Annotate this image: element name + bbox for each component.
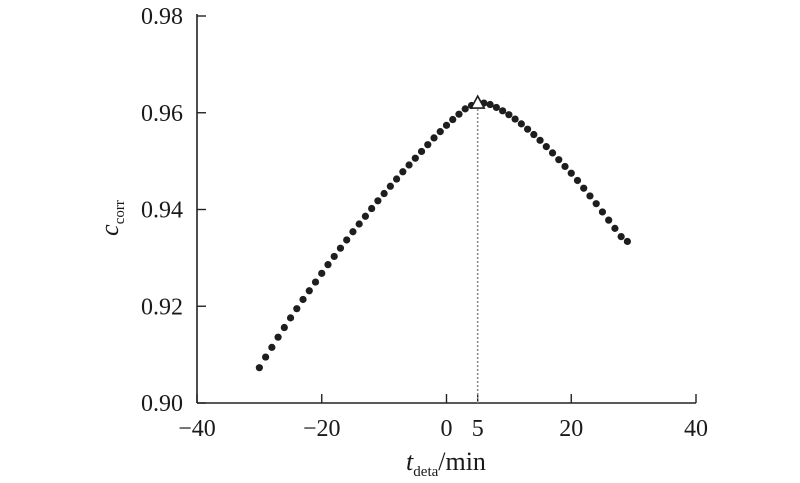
y-tick-label: 0.98 [141,4,183,30]
data-point [393,175,401,183]
data-point [580,184,588,192]
data-point [492,103,500,112]
data-point [374,197,382,205]
x-tick-label: 5 [472,416,484,442]
y-tick-label: 0.94 [141,198,183,224]
data-point [280,323,288,332]
data-point [299,295,307,304]
data-point [268,343,276,351]
data-point [274,333,282,341]
data-point [605,216,613,224]
data-point [318,269,326,277]
y-axis-title-sub: corr [112,200,128,224]
x-axis-title: tdeta/min [406,447,486,480]
data-point [505,111,513,119]
y-axis-title: ccorr [95,200,128,236]
x-axis-title-unit: /min [438,447,486,476]
data-point [349,228,357,236]
data-point [486,100,494,109]
data-point [417,147,426,156]
data-point [405,161,413,169]
x-tick-label: 20 [559,416,583,442]
data-point [436,128,444,136]
x-tick-label: −40 [178,416,216,442]
x-axis-title-main: t [406,447,414,476]
y-tick-label: 0.96 [141,101,183,127]
data-point [511,115,519,123]
data-point [461,105,469,113]
data-point [343,236,351,244]
data-point [623,237,631,246]
data-point [499,107,507,115]
data-point [442,121,451,129]
x-ticks: −40 −20 0 5 20 40 [178,394,708,442]
data-point [555,156,563,164]
data-points [255,99,631,372]
data-point [262,353,270,361]
x-tick-label: −20 [303,416,341,442]
data-point [293,305,301,313]
data-point [561,162,569,171]
data-point [449,115,457,124]
data-point [255,364,263,372]
data-point [592,200,600,208]
data-point [517,120,525,128]
data-point [324,261,332,269]
y-ticks: 0.90 0.92 0.94 0.96 0.98 [141,4,206,417]
data-point [530,130,538,139]
x-tick-label: 0 [441,416,453,442]
data-point [286,314,295,322]
data-point [355,220,363,228]
data-point [573,176,582,185]
data-point [617,232,625,241]
data-point [386,182,394,190]
data-point [305,287,313,295]
data-point [455,110,463,118]
x-tick-label: 40 [684,416,708,442]
data-point [430,134,438,142]
data-point [567,169,575,177]
data-point [368,204,376,213]
data-point [330,252,338,261]
data-point [424,141,432,149]
y-axis-title-main: c [95,224,124,236]
data-point [598,208,607,216]
data-point [523,125,532,133]
data-point [380,189,388,198]
data-point [361,212,370,220]
peak-triangle-marker [469,94,486,109]
y-tick-label: 0.92 [141,294,183,320]
data-point [411,154,419,162]
data-point [399,168,407,176]
data-point [548,149,557,157]
y-tick-label: 0.90 [141,391,183,417]
data-point [611,224,619,232]
x-axis-title-sub: deta [413,464,438,480]
data-point [542,143,550,151]
data-point [536,136,544,144]
data-point [336,244,345,252]
data-point [586,192,594,200]
data-point [311,278,320,286]
